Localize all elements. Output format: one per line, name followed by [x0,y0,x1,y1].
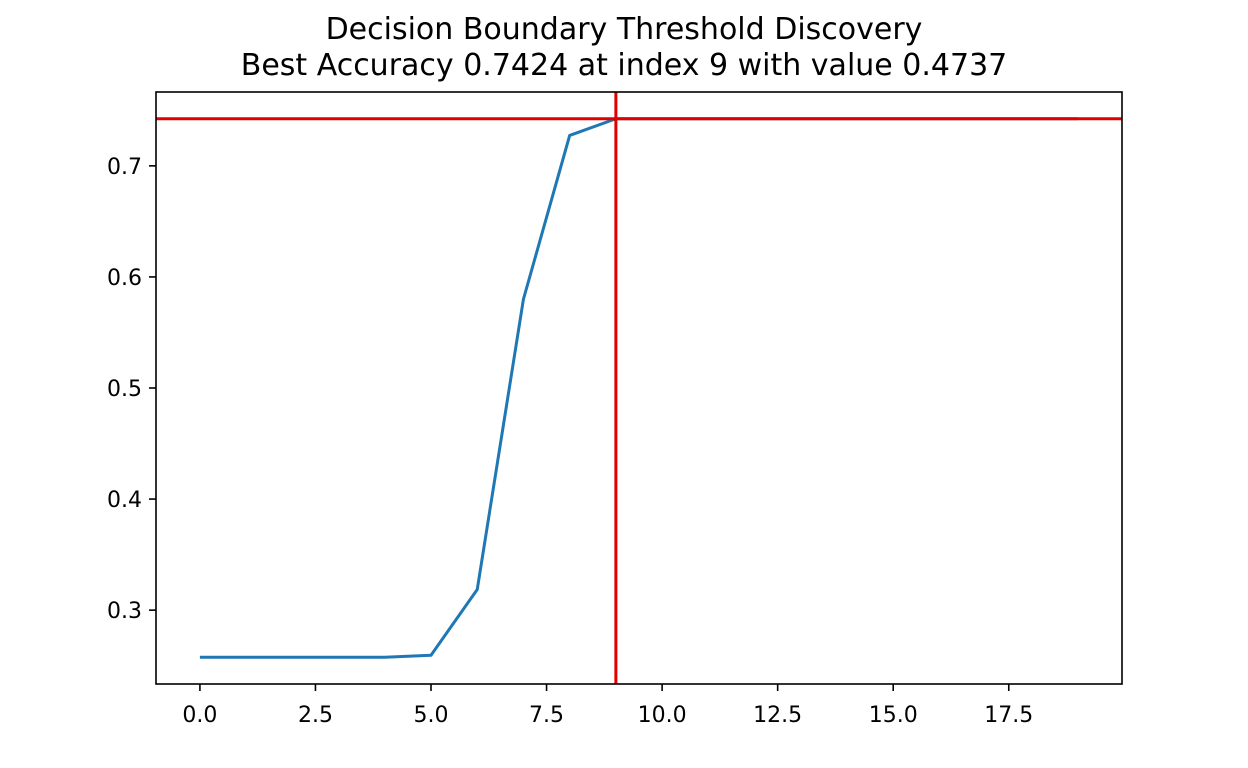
x-tick-label: 10.0 [638,703,687,728]
y-tick-label: 0.6 [107,266,142,291]
y-tick-label: 0.5 [107,377,142,402]
x-tick-label: 17.5 [984,703,1033,728]
plot-frame [155,91,1123,685]
x-tick-label: 7.5 [529,703,564,728]
chart-subtitle: Best Accuracy 0.7424 at index 9 with val… [240,48,1008,83]
x-tick-label: 5.0 [414,703,449,728]
series-line-0 [199,117,1079,659]
x-tick-label: 2.5 [298,703,333,728]
chart-title: Decision Boundary Threshold Discovery [325,12,923,47]
x-tick-label: 0.0 [182,703,217,728]
y-tick-label: 0.7 [107,155,142,180]
y-tick-label: 0.3 [107,599,142,624]
x-tick-label: 12.5 [753,703,802,728]
y-tick-label: 0.4 [107,488,142,513]
x-tick-label: 15.0 [869,703,918,728]
